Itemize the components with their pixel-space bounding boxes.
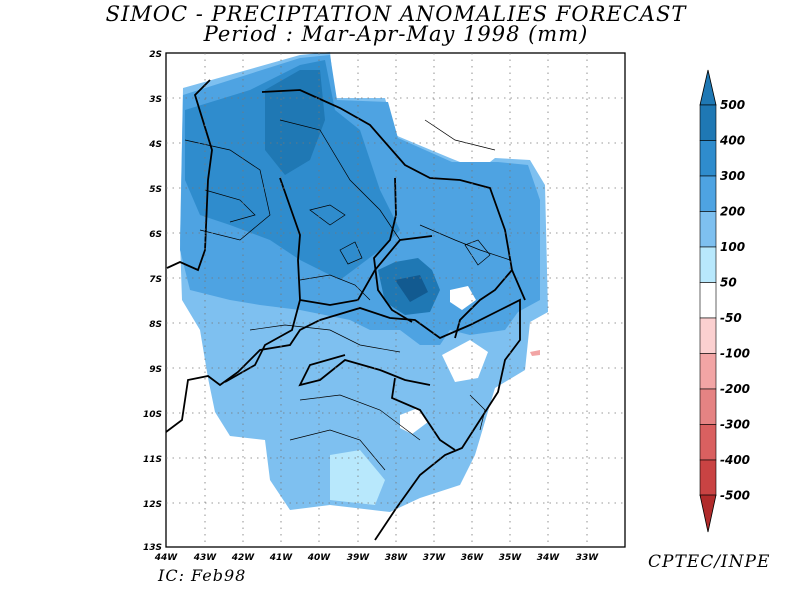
lon-tick-label: 33W <box>576 553 600 563</box>
legend-color-box <box>699 388 717 425</box>
legend-label: -500 <box>720 489 750 503</box>
lon-tick-label: 39W <box>347 553 371 563</box>
legend-label: 300 <box>720 169 745 183</box>
lon-tick-label: 41W <box>269 553 294 563</box>
legend-label: -50 <box>720 311 742 325</box>
lon-tick-label: 34W <box>537 553 561 563</box>
gridlines <box>166 53 625 547</box>
legend-color-box <box>699 211 717 248</box>
legend-color-box <box>699 282 717 319</box>
credit-label: CPTEC/INPE <box>648 552 771 572</box>
legend-color-box <box>699 140 717 177</box>
legend-label: 500 <box>720 98 745 112</box>
legend-arrow-bottom <box>699 494 717 533</box>
lon-tick-label: 37W <box>423 553 447 563</box>
lat-tick-label: 5S <box>149 185 162 195</box>
state-boundaries <box>165 79 526 541</box>
legend-color-box <box>699 353 717 390</box>
lon-tick-label: 36W <box>461 553 485 563</box>
map-subtitle: Period : Mar-Apr-May 1998 (mm) <box>203 22 589 46</box>
lat-tick-label: 8S <box>149 320 162 330</box>
color-legend: 500 400 300 200 100 50 -50 -100 -200 -300 -400 -500 <box>699 69 750 533</box>
lat-tick-label: 10S <box>143 410 162 420</box>
map-title: SIMOC - PRECIPTATION ANOMALIES FORECAST <box>105 2 687 26</box>
legend-label: 100 <box>720 240 745 254</box>
lat-tick-label: 2S <box>149 50 162 60</box>
contour-lines <box>184 119 511 471</box>
legend-label: 50 <box>720 276 737 290</box>
initial-condition-label: IC: Feb98 <box>158 566 247 585</box>
lon-tick-label: 35W <box>499 553 523 563</box>
lat-tick-label: 9S <box>149 365 162 375</box>
legend-arrow-top <box>699 69 717 106</box>
lat-tick-label: 3S <box>149 95 162 105</box>
lat-tick-label: 6S <box>149 230 162 240</box>
lon-tick-label: 40W <box>307 553 332 563</box>
legend-label: 200 <box>720 205 745 219</box>
lat-tick-label: 11S <box>143 455 162 465</box>
lon-tick-label: 43W <box>193 553 218 563</box>
lat-tick-label: 12S <box>143 500 162 510</box>
lat-axis: 2S 3S 4S 5S 6S 7S 8S 9S 10S 11S 12S 13S <box>143 50 162 553</box>
plot-frame <box>165 52 626 548</box>
anomaly-field <box>180 52 548 512</box>
lat-tick-label: 4S <box>148 140 162 150</box>
legend-label: -400 <box>720 453 750 467</box>
legend-color-box <box>699 104 717 141</box>
lon-tick-label: 44W <box>154 553 179 563</box>
legend-color-box <box>699 317 717 354</box>
legend-label: -100 <box>720 347 750 361</box>
legend-label: -300 <box>720 418 750 432</box>
lat-tick-label: 7S <box>149 275 162 285</box>
lon-tick-label: 42W <box>231 553 256 563</box>
legend-color-box <box>699 424 717 461</box>
legend-label: 400 <box>719 134 745 148</box>
legend-color-box <box>699 459 717 496</box>
lon-tick-label: 38W <box>385 553 409 563</box>
legend-color-box <box>699 246 717 283</box>
legend-label: -200 <box>720 382 750 396</box>
legend-color-box <box>699 175 717 212</box>
lon-axis: 44W 43W 42W 41W 40W 39W 38W 37W 36W 35W … <box>154 553 600 563</box>
lat-tick-label: 13S <box>143 543 162 553</box>
